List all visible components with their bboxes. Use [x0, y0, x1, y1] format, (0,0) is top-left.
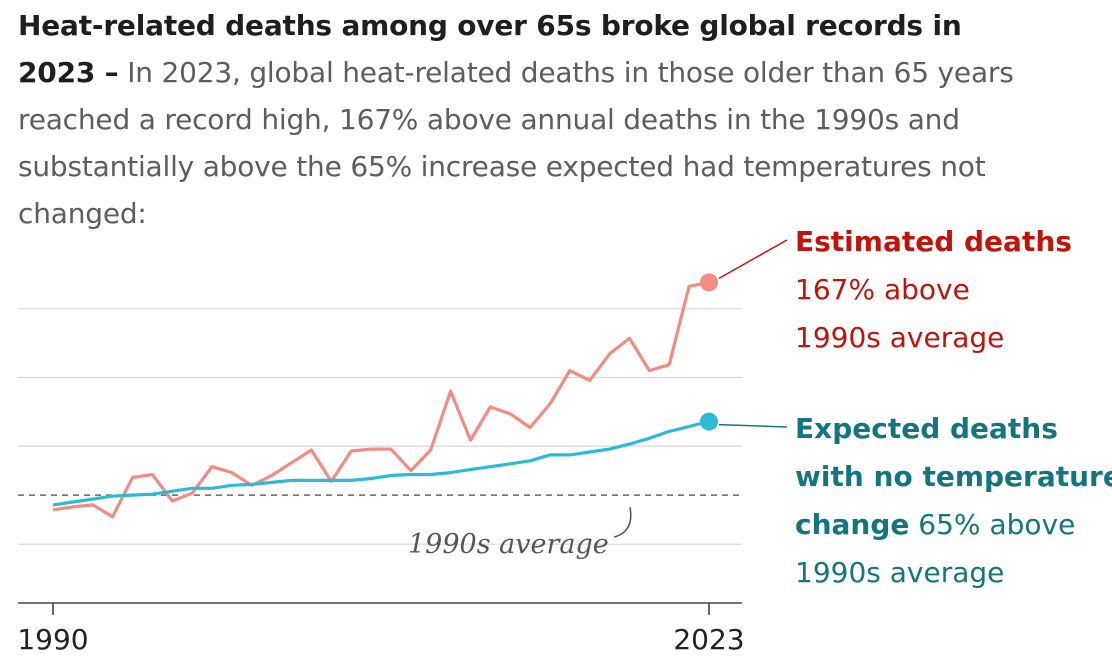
- estimated-deaths-sublabel: 167% above: [795, 273, 970, 306]
- expected-deaths-endpoint: [700, 412, 718, 431]
- reference-line-label: 1990s average: [408, 529, 609, 560]
- x-tick-label: 1990: [17, 623, 88, 656]
- chart-title: Heat-related deaths among over 65s broke…: [18, 9, 962, 89]
- series-group: [52, 273, 718, 519]
- expected-deaths-sublabel: 1990s average: [795, 556, 1004, 589]
- series-labels: Estimated deaths 167% above 1990s average E…: [718, 225, 1112, 589]
- expected-deaths-label: change 65% above: [795, 508, 1075, 541]
- reference-callout-line: [613, 507, 632, 538]
- chart-subtitle: In 2023, global heat-related deaths in t…: [18, 56, 1014, 230]
- expected-deaths-sublabel: 65% above: [909, 508, 1075, 541]
- estimated-deaths-line: [52, 280, 710, 519]
- expected-deaths-leader: [718, 423, 788, 428]
- chart-headline: Heat-related deaths among over 65s broke…: [18, 2, 1018, 237]
- estimated-deaths-leader: [718, 239, 788, 280]
- expected-deaths-label: Expected deaths: [795, 412, 1058, 445]
- x-ticks: 1990 2023: [17, 603, 745, 656]
- x-tick-label: 2023: [673, 623, 744, 656]
- estimated-deaths-endpoint: [700, 273, 718, 292]
- estimated-deaths-sublabel: 1990s average: [795, 321, 1004, 354]
- estimated-deaths-label: Estimated deaths: [795, 225, 1072, 258]
- expected-deaths-line: [52, 420, 710, 507]
- expected-deaths-label: with no temperature: [795, 460, 1112, 493]
